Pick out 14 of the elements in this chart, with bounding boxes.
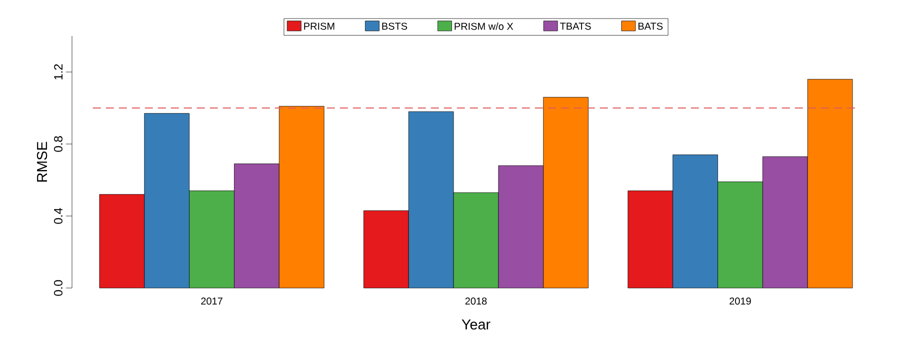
y-tick-label: 0.4 <box>54 208 62 224</box>
legend-label: BATS <box>638 22 663 30</box>
x-tick-label: 2017 <box>201 298 222 305</box>
y-tick-label: 0.0 <box>54 280 62 296</box>
legend-label: BSTS <box>382 22 408 30</box>
legend-label: PRISM w/o X <box>454 22 514 30</box>
legend-label: TBATS <box>560 22 591 30</box>
x-tick-label: 2019 <box>730 298 751 305</box>
x-tick-label: 2018 <box>465 298 487 305</box>
x-axis-title: Year <box>462 319 490 330</box>
y-tick-label: 0.8 <box>54 136 62 152</box>
y-tick-label: 1.2 <box>54 64 62 80</box>
y-axis-title: RMSE <box>36 142 48 182</box>
legend-label: PRISM <box>304 22 334 30</box>
